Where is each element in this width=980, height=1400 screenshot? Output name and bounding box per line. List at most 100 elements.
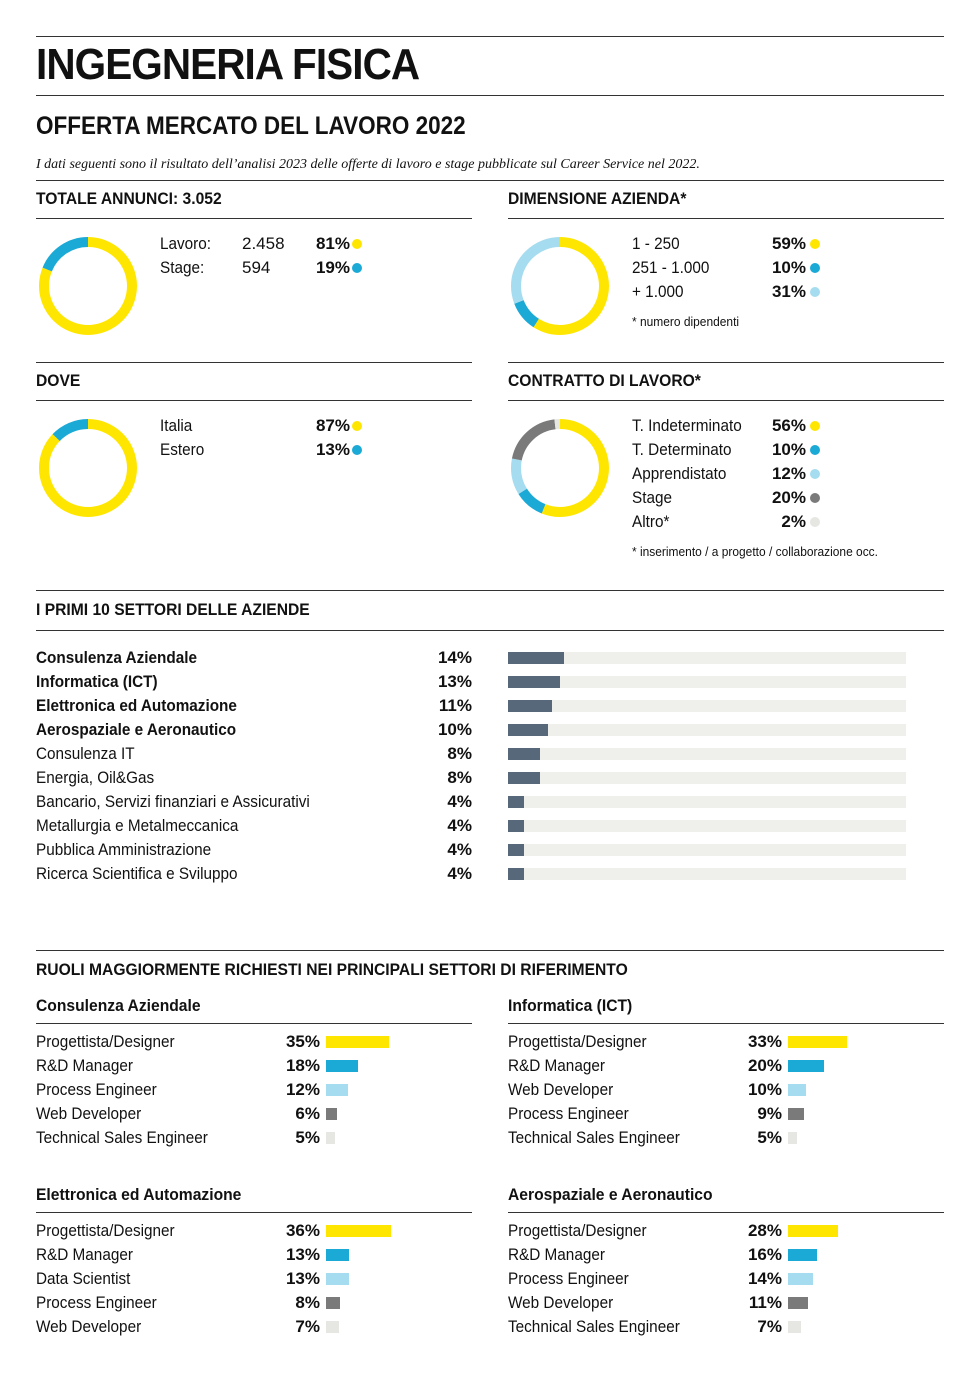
panel-rule xyxy=(508,362,944,363)
donut-slice xyxy=(511,419,609,517)
role-bar xyxy=(788,1297,808,1309)
role-label: Progettista/Designer xyxy=(36,1032,175,1051)
panel-title-rule xyxy=(508,218,944,219)
sector-name: Metallurgia e Metalmeccanica xyxy=(36,816,239,835)
sector-bar xyxy=(508,676,560,688)
role-bar xyxy=(326,1084,348,1096)
role-label: Web Developer xyxy=(508,1293,614,1312)
role-label: Process Engineer xyxy=(508,1269,629,1288)
sector-name: Elettronica ed Automazione xyxy=(36,696,237,715)
role-label: R&D Manager xyxy=(36,1056,133,1075)
role-percent: 20% xyxy=(747,1056,782,1075)
donut-chart xyxy=(39,419,137,517)
sector-bar xyxy=(508,844,524,856)
role-label: Web Developer xyxy=(36,1104,142,1123)
legend-dot xyxy=(810,263,820,273)
panel-title: DOVE xyxy=(36,371,81,390)
role-label: R&D Manager xyxy=(508,1056,605,1075)
role-percent: 7% xyxy=(295,1317,320,1336)
legend-dot xyxy=(810,493,820,503)
role-label: Progettista/Designer xyxy=(36,1221,175,1240)
role-label: Process Engineer xyxy=(36,1293,157,1312)
legend-count: 2.458 xyxy=(242,234,285,253)
sector-bar-track xyxy=(508,772,906,784)
panel-title: DIMENSIONE AZIENDA* xyxy=(508,189,687,208)
sector-bar xyxy=(508,820,524,832)
intro-text: I dati seguenti sono il risultato dell’a… xyxy=(36,157,700,172)
intro-rule xyxy=(36,180,944,181)
role-percent: 5% xyxy=(757,1128,782,1147)
page-title: INGEGNERIA FISICA xyxy=(36,40,420,89)
legend-percent: 56% xyxy=(771,416,806,435)
role-percent: 11% xyxy=(748,1293,782,1312)
sector-bar xyxy=(508,868,524,880)
sector-name: Pubblica Amministrazione xyxy=(36,840,212,859)
panel-title-rule xyxy=(36,218,472,219)
legend-label: + 1.000 xyxy=(632,282,684,301)
page-subtitle: OFFERTA MERCATO DEL LAVORO 2022 xyxy=(36,112,466,140)
role-bar xyxy=(326,1108,337,1120)
role-bar xyxy=(326,1321,339,1333)
sectors-title: I PRIMI 10 SETTORI DELLE AZIENDE xyxy=(36,600,310,619)
sector-percent: 4% xyxy=(447,792,472,811)
sector-name: Energia, Oil&Gas xyxy=(36,768,155,787)
donut-slice xyxy=(511,237,609,335)
role-label: R&D Manager xyxy=(36,1245,133,1264)
sector-bar xyxy=(508,652,564,664)
legend-percent: 13% xyxy=(315,440,350,459)
legend-dot xyxy=(352,421,362,431)
title-rule xyxy=(36,95,944,96)
sector-bar xyxy=(508,724,548,736)
sector-percent: 4% xyxy=(447,864,472,883)
legend-percent: 2% xyxy=(781,512,806,531)
role-percent: 5% xyxy=(295,1128,320,1147)
role-panel-rule xyxy=(508,1023,944,1024)
sector-percent: 10% xyxy=(437,720,472,739)
donut-slice xyxy=(39,419,137,517)
role-label: Progettista/Designer xyxy=(508,1032,647,1051)
sector-percent: 8% xyxy=(447,744,472,763)
sector-bar-track xyxy=(508,652,906,664)
sector-bar-track xyxy=(508,820,906,832)
legend-label: Stage xyxy=(632,488,672,507)
sector-bar xyxy=(508,700,552,712)
panel-title-rule xyxy=(36,400,472,401)
legend-percent: 10% xyxy=(771,258,806,277)
sector-bar-track xyxy=(508,796,906,808)
sector-percent: 13% xyxy=(437,672,472,691)
sector-percent: 4% xyxy=(447,840,472,859)
sector-name: Bancario, Servizi finanziari e Assicurat… xyxy=(36,792,310,811)
sector-name: Aerospaziale e Aeronautico xyxy=(36,720,237,739)
role-percent: 18% xyxy=(285,1056,320,1075)
role-label: R&D Manager xyxy=(508,1245,605,1264)
sector-bar-track xyxy=(508,748,906,760)
sector-bar-track xyxy=(508,676,906,688)
donut-chart xyxy=(39,237,137,335)
sector-name: Informatica (ICT) xyxy=(36,672,158,691)
role-bar xyxy=(326,1132,335,1144)
sector-percent: 14% xyxy=(437,648,472,667)
donut-slice xyxy=(39,237,137,335)
role-percent: 35% xyxy=(285,1032,320,1051)
legend-dot xyxy=(810,239,820,249)
role-bar xyxy=(788,1321,801,1333)
panel-title-rule xyxy=(508,400,944,401)
sector-bar-track xyxy=(508,844,906,856)
role-panel-rule xyxy=(36,1212,472,1213)
role-label: Process Engineer xyxy=(508,1104,629,1123)
sector-bar-track xyxy=(508,700,906,712)
legend-percent: 81% xyxy=(315,234,350,253)
role-percent: 7% xyxy=(757,1317,782,1336)
role-label: Web Developer xyxy=(508,1080,614,1099)
roles-rule xyxy=(36,950,944,951)
legend-label: Estero xyxy=(160,440,205,459)
legend-label: T. Determinato xyxy=(632,440,732,459)
legend-label: 251 - 1.000 xyxy=(632,258,710,277)
legend-dot xyxy=(810,421,820,431)
panel-title: TOTALE ANNUNCI: 3.052 xyxy=(36,189,222,208)
sector-bar-track xyxy=(508,868,906,880)
role-percent: 12% xyxy=(285,1080,320,1099)
role-bar xyxy=(788,1225,838,1237)
sector-bar xyxy=(508,796,524,808)
role-panel-rule xyxy=(508,1212,944,1213)
